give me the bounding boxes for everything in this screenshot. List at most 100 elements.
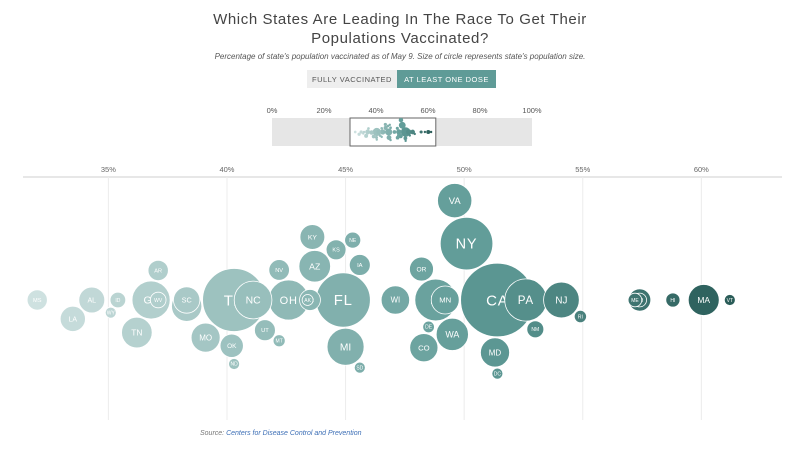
bubble-label: PA — [518, 294, 534, 307]
bubble-circle — [121, 316, 153, 349]
bubble-label: ND — [230, 362, 238, 368]
bubble-label: DC — [494, 371, 502, 377]
title-line-1: Which States Are Leading In The Race To … — [213, 11, 587, 28]
bubble-circle — [299, 224, 326, 250]
overview-dot — [398, 130, 402, 134]
bubble-label: AL — [87, 296, 96, 304]
overview-dot — [413, 132, 416, 136]
fully-vaccinated-button[interactable]: FULLY VACCINATED — [307, 70, 397, 88]
overview-dot — [380, 129, 386, 135]
at-least-one-dose-button[interactable]: AT LEAST ONE DOSE — [397, 70, 496, 88]
overview-tick-label: 80% — [472, 106, 487, 115]
bubble-label: AZ — [309, 261, 321, 271]
bubble-circle — [409, 333, 439, 363]
bubble-label: ME — [631, 298, 639, 304]
state-bubble-sd: SD — [353, 361, 366, 374]
source-note: Source: Centers for Disease Control and … — [200, 430, 361, 437]
state-bubble-wv: WV — [149, 291, 167, 309]
bubble-label: AK — [304, 298, 311, 304]
state-bubble-id: ID — [109, 291, 127, 309]
bubble-circle — [687, 284, 720, 316]
bubble-circle — [344, 231, 362, 249]
bubbles: CATXFLNYPAILOHGANCMINJVAWAAZMATNINMDMOWI… — [26, 183, 736, 380]
overview-dot — [383, 130, 387, 134]
bubble-label: UT — [261, 328, 269, 334]
state-bubble-nm: NM — [526, 320, 545, 339]
overview-dot — [371, 134, 376, 139]
state-bubble-mn: MN — [430, 285, 460, 315]
overview-dot — [385, 128, 393, 136]
bubble-circle — [380, 285, 410, 315]
state-bubble-ia: IA — [348, 254, 371, 276]
state-bubble-nc: NC — [233, 280, 273, 320]
bubble-circle — [109, 291, 127, 309]
bubble-circle — [543, 281, 580, 319]
overview-dot — [398, 117, 404, 123]
bubble-label: SC — [182, 296, 192, 305]
overview-dot — [367, 130, 370, 134]
overview-dot — [364, 133, 369, 138]
bubble-circle — [326, 327, 365, 366]
state-bubble-ak: AK — [301, 294, 314, 306]
bubble-label: CO — [418, 343, 430, 352]
bubble-circle — [348, 254, 371, 276]
overview-dot — [392, 130, 397, 134]
overview-dot — [386, 135, 392, 141]
bubble-label: WI — [391, 296, 401, 305]
bubble-label: VT — [727, 298, 733, 304]
bubble-circle — [78, 286, 106, 314]
bubble-circle — [665, 292, 681, 308]
bubble-circle — [59, 305, 86, 332]
bubble-circle — [219, 333, 244, 358]
bubble-label: LA — [69, 316, 78, 323]
bubble-circle — [272, 334, 286, 348]
overview-dot — [369, 130, 374, 134]
overview-dot — [383, 122, 387, 127]
overview-dot — [404, 139, 407, 143]
bubble-label: MA — [697, 295, 710, 305]
state-bubble-dc: DC — [491, 367, 504, 380]
overview-dot — [375, 138, 378, 141]
bubble-label: AR — [154, 268, 162, 274]
state-bubble-co: CO — [409, 333, 439, 363]
bubble-circle — [254, 319, 276, 342]
bubble-circle — [435, 317, 469, 351]
state-bubble-al: AL — [78, 286, 106, 314]
bubble-circle — [147, 259, 169, 282]
state-bubble-pa: PA — [504, 278, 548, 322]
bubble-label: NJ — [555, 295, 567, 306]
state-bubble-ma: MA — [687, 284, 720, 316]
state-bubble-or: OR — [409, 256, 434, 282]
x-tick-label: 55% — [575, 165, 590, 174]
bubble-circle — [491, 367, 504, 380]
state-bubble-nj: NJ — [543, 281, 580, 319]
state-bubble-me: ME — [627, 292, 643, 308]
overview-dot — [357, 132, 361, 136]
overview-dot — [375, 135, 379, 140]
bubble-label: HI — [670, 298, 675, 304]
overview-dot — [396, 134, 400, 137]
bubble-circle — [353, 361, 366, 374]
overview-dot — [389, 138, 392, 142]
bubble-circle — [723, 294, 736, 306]
state-bubble-ar: AR — [147, 259, 169, 282]
bubble-circle — [526, 320, 545, 339]
state-bubble-ky: KY — [299, 224, 326, 250]
overview-dot — [398, 121, 406, 129]
state-bubble-va: VA — [437, 183, 473, 219]
bubble-circle — [437, 183, 473, 219]
bubble-label: FL — [334, 293, 353, 309]
state-bubble-mo: MO — [190, 322, 221, 353]
overview-dot — [410, 129, 415, 135]
overview-dot — [380, 135, 383, 139]
source-link[interactable]: Centers for Disease Control and Preventi… — [226, 430, 362, 437]
overview-dot — [429, 130, 433, 134]
state-bubble-az: AZ — [298, 250, 331, 283]
bubble-label: NV — [275, 268, 283, 274]
state-bubble-ri: RI — [573, 310, 587, 324]
bubble-label: MS — [33, 298, 42, 304]
state-bubble-fl: FL — [315, 272, 371, 328]
state-bubble-ny: NY — [439, 216, 494, 271]
bubble-circle — [409, 256, 434, 282]
bubble-circle — [190, 322, 221, 353]
